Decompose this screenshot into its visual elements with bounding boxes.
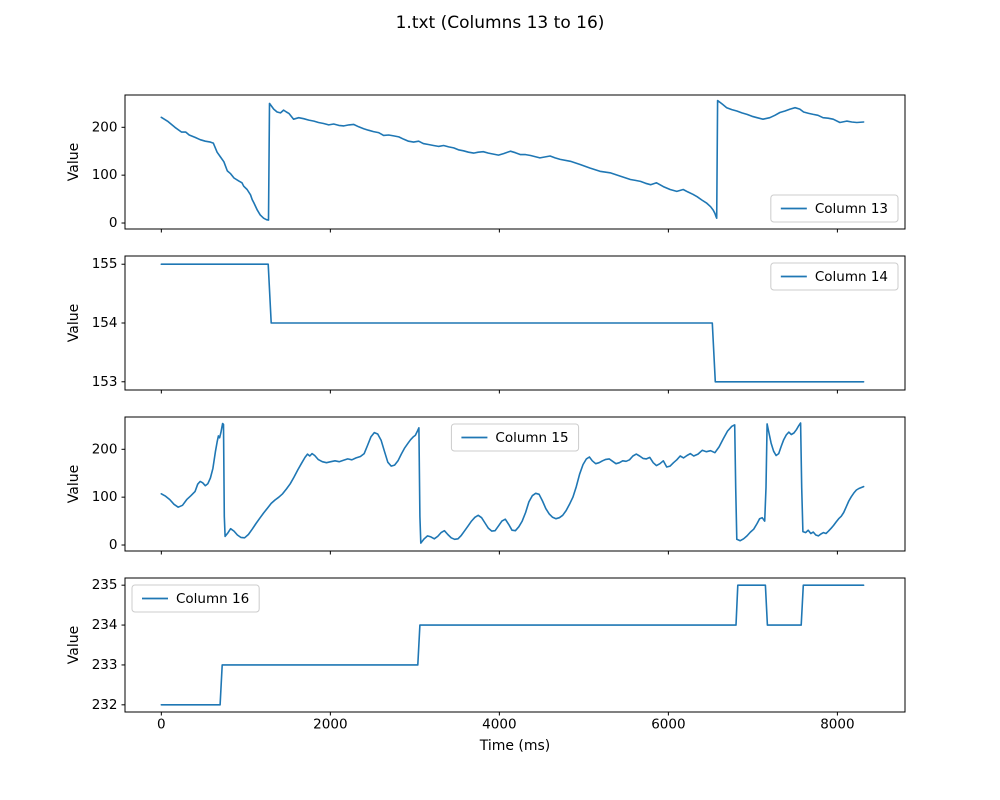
y-tick-label: 200 xyxy=(92,119,118,135)
x-tick-label: 2000 xyxy=(313,717,347,733)
y-tick-label: 232 xyxy=(92,697,118,713)
figure-title: 1.txt (Columns 13 to 16) xyxy=(395,13,605,33)
y-tick-label: 153 xyxy=(92,374,118,390)
column-15-legend: Column 15 xyxy=(450,423,580,452)
y-tick-label: 200 xyxy=(92,441,118,457)
y-tick-label: 154 xyxy=(92,315,118,331)
y-tick-label: 100 xyxy=(92,167,118,183)
column-16-line xyxy=(160,584,865,706)
column-13-line xyxy=(160,99,865,221)
subplot-column-13: 0 100 200 Value Column 13 xyxy=(66,94,906,233)
legend-label: Column 13 xyxy=(815,201,888,217)
subplot-column-15: 0 100 200 Value Column 15 xyxy=(66,416,906,555)
column-15-line xyxy=(160,422,865,544)
y-axis-label: Value xyxy=(66,626,82,664)
legend-box xyxy=(770,262,899,291)
axes-border xyxy=(124,416,906,552)
legend-box xyxy=(770,194,899,223)
legend-label: Column 14 xyxy=(815,269,888,285)
axes-border xyxy=(124,577,906,713)
y-tick-label: 233 xyxy=(92,657,118,673)
legend-box xyxy=(131,584,260,613)
x-axis-label: Time (ms) xyxy=(479,738,551,754)
x-tick-label: 0 xyxy=(157,717,166,733)
axes-border xyxy=(124,94,906,230)
legend-label: Column 15 xyxy=(495,430,568,446)
legend-box xyxy=(450,423,580,452)
subplot-column-16: 232 233 234 235 0 2000 4000 6000 8000 Value Column… xyxy=(66,577,906,733)
y-tick-label: 235 xyxy=(92,577,118,593)
y-tick-label: 234 xyxy=(92,617,118,633)
y-tick-label: 155 xyxy=(92,256,118,272)
y-tick-label: 0 xyxy=(109,537,118,553)
column-14-legend: Column 14 xyxy=(770,262,899,291)
column-16-legend: Column 16 xyxy=(131,584,260,613)
y-axis-label: Value xyxy=(66,143,82,181)
x-tick-label: 6000 xyxy=(651,717,685,733)
subplot-column-14: 153 154 155 Value Column 14 xyxy=(66,255,906,394)
x-tick-label: 8000 xyxy=(820,717,854,733)
y-tick-label: 100 xyxy=(92,489,118,505)
column-14-line xyxy=(160,263,865,383)
x-tick-label: 4000 xyxy=(482,717,516,733)
y-axis-label: Value xyxy=(66,465,82,503)
legend-label: Column 16 xyxy=(176,591,249,607)
y-tick-label: 0 xyxy=(109,215,118,231)
y-axis-label: Value xyxy=(66,304,82,342)
column-13-legend: Column 13 xyxy=(770,194,899,223)
